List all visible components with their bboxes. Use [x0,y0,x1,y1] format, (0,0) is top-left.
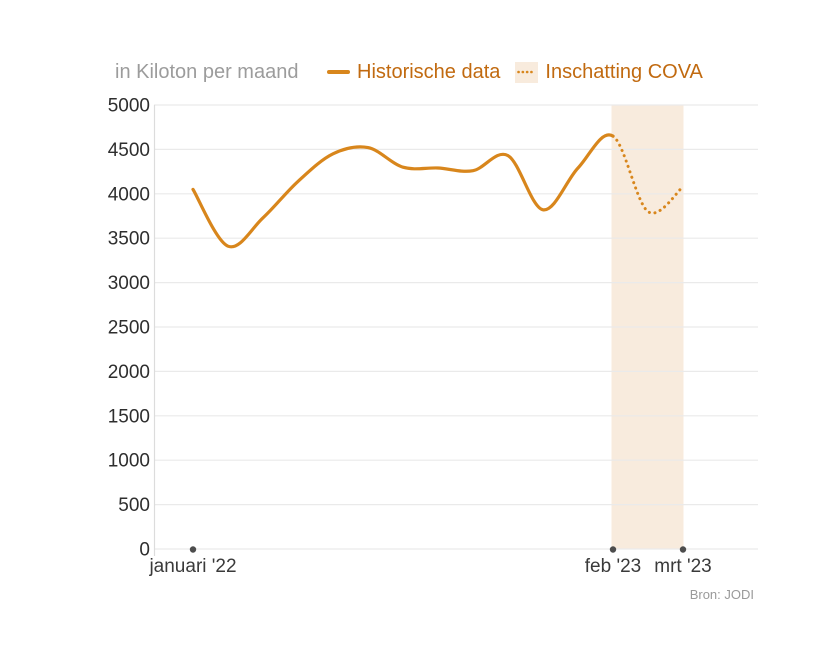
y-tick-label: 2000 [108,362,150,383]
y-tick-label: 5000 [108,96,150,117]
x-tick-dot [609,546,617,553]
y-tick-label: 4500 [108,140,150,161]
x-tick-label: mrt '23 [654,556,711,577]
dotted-line-swatch-icon [515,61,539,83]
y-tick-label: 1000 [108,451,150,472]
legend-item-estimate: Inschatting COVA [515,61,703,83]
x-tick-dot [679,546,687,553]
y-tick-label: 0 [139,540,150,561]
y-tick-label: 4000 [108,184,150,205]
y-tick-label: 2500 [108,318,150,339]
legend-label-estimate: Inschatting COVA [545,61,703,83]
legend-label-historical: Historische data [357,61,501,83]
estimate-data-line [611,134,685,215]
x-tick-dot [189,546,197,553]
x-tick-label: januari '22 [148,556,236,577]
source-credit: Bron: JODI [689,587,754,602]
x-tick-label: feb '23 [585,556,641,577]
historical-data-line [191,133,615,249]
y-tick-label: 1500 [108,406,150,427]
y-tick-label: 3500 [108,229,150,250]
chart-legend: Historische data Inschatting COVA [327,58,703,86]
y-tick-label: 500 [118,495,150,516]
legend-item-historical: Historische data [327,61,500,83]
solid-line-swatch-icon [327,70,350,74]
chart-unit-title: in Kiloton per maand [115,61,299,83]
y-tick-label: 3000 [108,273,150,294]
